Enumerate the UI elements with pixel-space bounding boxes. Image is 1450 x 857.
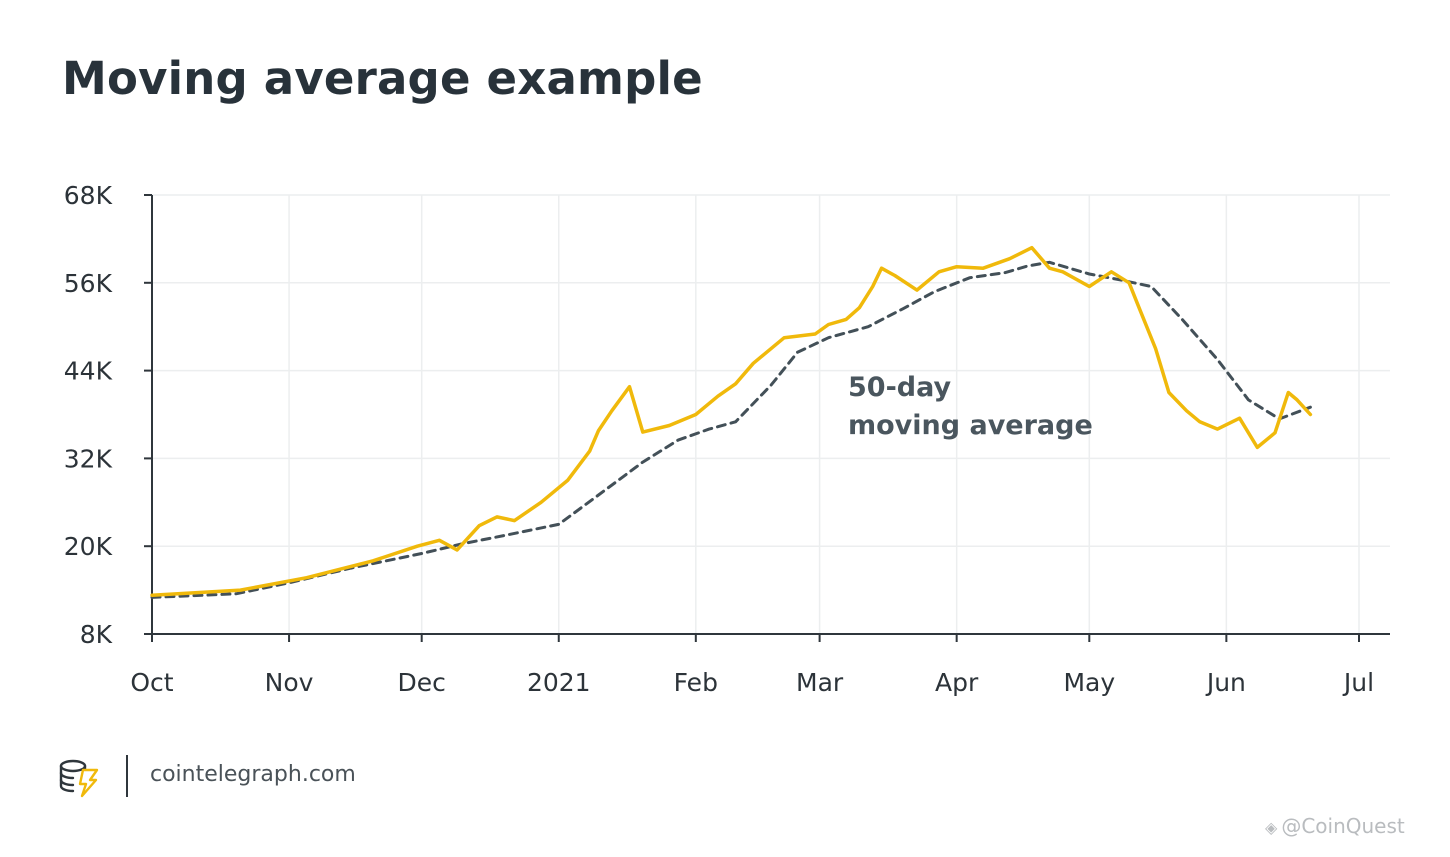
- y-axis-ticks: 8K 20K 32K 44K 56K 68K: [64, 181, 152, 649]
- x-tick-label: Feb: [674, 668, 718, 697]
- watermark-text: @CoinQuest: [1281, 814, 1405, 838]
- y-tick-label: 8K: [80, 620, 113, 649]
- x-tick-label: Dec: [398, 668, 446, 697]
- x-tick-label: May: [1063, 668, 1115, 697]
- x-tick-label: Apr: [935, 668, 979, 697]
- y-tick-label: 32K: [64, 444, 113, 473]
- y-tick-label: 56K: [64, 269, 113, 298]
- watermark-icon: ◈: [1265, 818, 1278, 837]
- chart-annotation: 50-day moving average: [848, 372, 1093, 441]
- grid: [152, 194, 1390, 634]
- footer-divider: [126, 755, 128, 797]
- axes: [151, 195, 1390, 635]
- annotation-line-2: moving average: [848, 410, 1093, 441]
- moving-average-line: [150, 260, 1312, 599]
- price-line: [150, 245, 1313, 597]
- x-axis-ticks: Oct Nov Dec 2021 Feb Mar Apr May Jun Jul: [130, 634, 1374, 697]
- x-tick-label: 2021: [527, 668, 591, 697]
- x-tick-label: Jul: [1342, 668, 1374, 697]
- x-tick-label: Mar: [796, 668, 844, 697]
- y-tick-label: 44K: [64, 357, 113, 386]
- x-tick-label: Nov: [265, 668, 314, 697]
- site-link[interactable]: cointelegraph.com: [150, 762, 356, 787]
- y-tick-label: 20K: [64, 532, 113, 561]
- cointelegraph-logo-icon: [59, 759, 99, 798]
- annotation-line-1: 50-day: [848, 372, 951, 403]
- series-lines: [150, 245, 1313, 599]
- x-tick-label: Oct: [130, 668, 173, 697]
- chart-title: Moving average example: [62, 52, 703, 105]
- watermark: ◈ @CoinQuest: [1265, 814, 1405, 838]
- y-tick-label: 68K: [64, 181, 113, 210]
- x-tick-label: Jun: [1205, 668, 1246, 697]
